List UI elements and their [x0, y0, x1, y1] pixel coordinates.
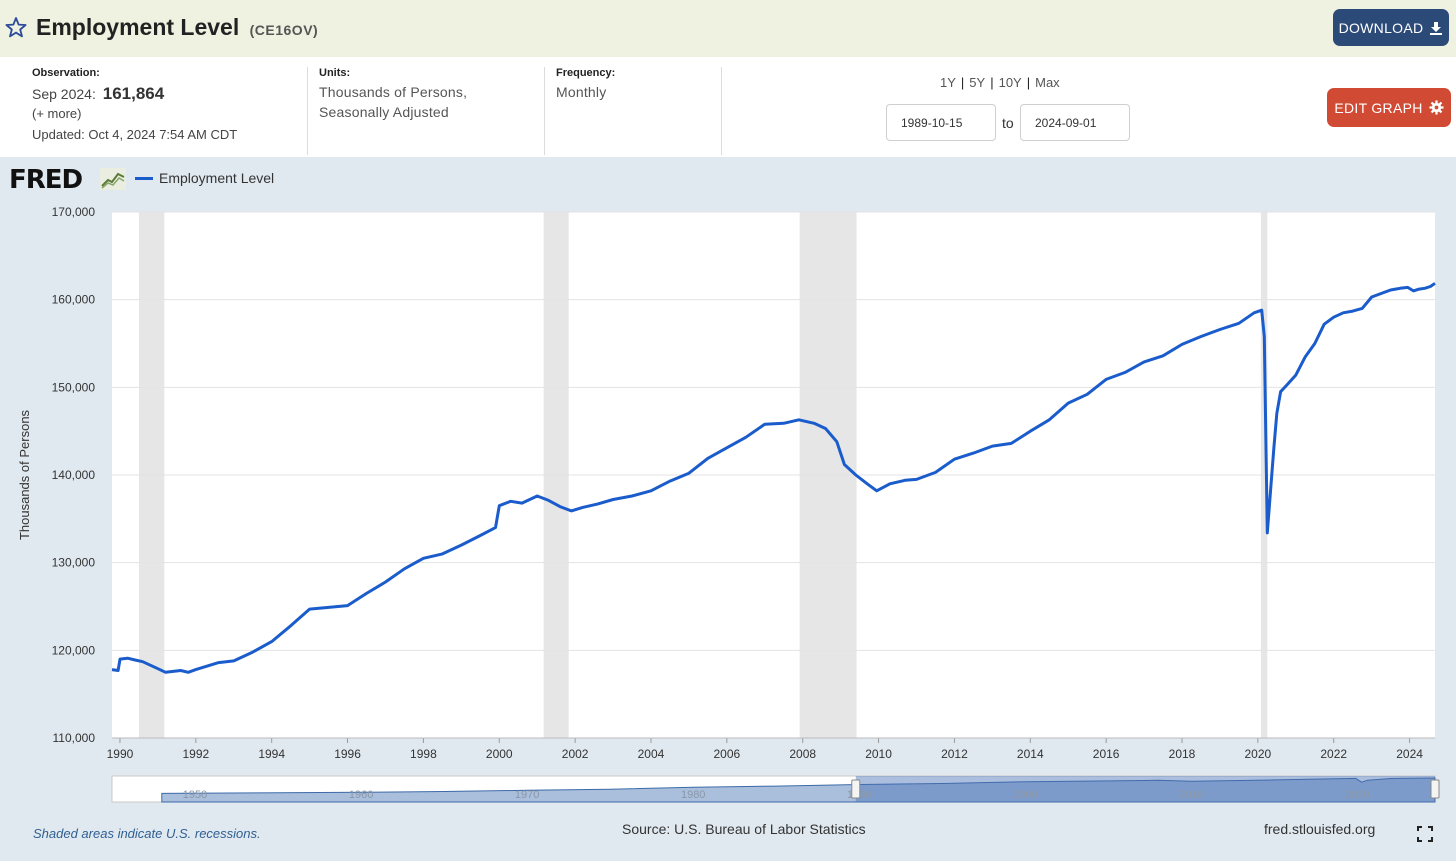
navigator-series-area — [161, 777, 1436, 803]
header-bar: Employment Level (CE16OV) DOWNLOAD — [0, 0, 1456, 57]
star-outline-icon[interactable] — [4, 16, 28, 40]
page-title: Employment Level (CE16OV) — [36, 14, 318, 41]
units-value: Thousands of Persons, Seasonally Adjuste… — [319, 82, 467, 122]
navigator-tick-label: 1980 — [681, 789, 705, 801]
observation-label: Observation: — [32, 67, 100, 79]
y-tick-label: 110,000 — [53, 731, 96, 745]
main-chart[interactable]: 110,000 120,000 130,000 140,000 150,000 160,0… — [0, 190, 1456, 770]
frequency-panel: Frequency: Monthly — [556, 67, 615, 102]
chart-legend: Employment Level — [135, 170, 274, 186]
fred-logo[interactable]: FRED — [9, 165, 83, 195]
y-tick-label: 120,000 — [52, 643, 96, 657]
edit-graph-label: EDIT GRAPH — [1334, 99, 1423, 116]
range-10y[interactable]: 10Y — [998, 75, 1022, 90]
range-navigator[interactable]: 19501960197019801990200020102020 — [0, 770, 1456, 810]
observation-period: Sep 2024: — [32, 86, 96, 102]
x-tick-label: 2012 — [941, 747, 968, 761]
x-tick-label: 2024 — [1396, 747, 1423, 761]
end-date-input[interactable]: 2024-09-01 — [1020, 104, 1130, 141]
info-bar: Observation: Sep 2024: 161,864 (+ more) … — [0, 57, 1456, 157]
range-1y[interactable]: 1Y — [940, 75, 956, 90]
navigator-tick-label: 2010 — [1179, 789, 1203, 801]
x-tick-label: 2010 — [865, 747, 892, 761]
source-credit: Source: U.S. Bureau of Labor Statistics — [622, 821, 866, 837]
units-line-1: Thousands of Persons, — [319, 84, 468, 100]
navigator-tick-label: 1960 — [349, 789, 373, 801]
navigator-selection[interactable] — [855, 776, 1435, 802]
legend-label: Employment Level — [159, 170, 275, 186]
divider — [721, 67, 722, 155]
x-tick-label: 2006 — [713, 747, 740, 761]
expand-icon[interactable] — [1417, 826, 1433, 842]
x-tick-label: 1992 — [182, 747, 209, 761]
range-separator: | — [1026, 75, 1031, 90]
y-tick-label: 160,000 — [52, 293, 96, 307]
observation-line: Sep 2024: 161,864 — [32, 84, 237, 104]
download-button[interactable]: DOWNLOAD — [1333, 9, 1449, 46]
x-tick-label: 1994 — [258, 747, 285, 761]
navigator-handle[interactable] — [851, 779, 861, 799]
source-url[interactable]: fred.stlouisfed.org — [1264, 821, 1376, 837]
frequency-label: Frequency: — [556, 67, 616, 79]
range-max[interactable]: Max — [1035, 75, 1060, 90]
x-tick-label: 1990 — [107, 747, 134, 761]
legend-swatch — [135, 176, 153, 180]
navigator-handle[interactable] — [1430, 779, 1440, 799]
range-5y[interactable]: 5Y — [969, 75, 986, 90]
y-tick-label: 170,000 — [52, 205, 96, 219]
units-label: Units: — [319, 67, 351, 79]
x-tick-label: 2000 — [486, 747, 513, 761]
date-range-to-label: to — [1002, 115, 1014, 131]
x-tick-label: 2018 — [1169, 747, 1196, 761]
download-arrow-icon — [1430, 21, 1443, 35]
units-panel: Units: Thousands of Persons, Seasonally … — [319, 67, 467, 122]
x-tick-label: 1998 — [410, 747, 437, 761]
range-separator: | — [960, 75, 965, 90]
observation-panel: Observation: Sep 2024: 161,864 (+ more) … — [32, 67, 237, 142]
y-tick-label: 150,000 — [52, 380, 96, 394]
download-label: DOWNLOAD — [1338, 19, 1424, 36]
more-observations-link[interactable]: (+ more) — [32, 106, 82, 121]
navigator-tick-label: 2020 — [1345, 789, 1369, 801]
units-line-2: Seasonally Adjusted — [319, 104, 449, 120]
observation-value: 161,864 — [102, 84, 165, 103]
recession-note: Shaded areas indicate U.S. recessions. — [33, 826, 261, 841]
divider — [307, 67, 308, 155]
x-tick-label: 2014 — [1017, 747, 1044, 761]
y-axis-title: Thousands of Persons — [17, 409, 32, 540]
divider — [544, 67, 545, 155]
start-date-input[interactable]: 1989-10-15 — [886, 104, 996, 141]
series-title: Employment Level — [36, 14, 240, 40]
x-tick-label: 2022 — [1320, 747, 1347, 761]
x-tick-label: 2016 — [1093, 747, 1120, 761]
y-tick-label: 130,000 — [52, 556, 96, 570]
x-tick-label: 2020 — [1245, 747, 1272, 761]
fred-chart-icon — [100, 168, 126, 190]
y-tick-label: 140,000 — [52, 468, 96, 482]
x-tick-label: 2002 — [562, 747, 589, 761]
x-tick-label: 1996 — [334, 747, 361, 761]
gear-icon — [1429, 100, 1444, 115]
updated-timestamp: Updated: Oct 4, 2024 7:54 AM CDT — [32, 127, 238, 142]
navigator-tick-label: 1950 — [183, 789, 207, 801]
frequency-value: Monthly — [556, 84, 607, 100]
x-tick-label: 2004 — [638, 747, 665, 761]
series-id: (CE16OV) — [249, 22, 319, 38]
navigator-tick-label: 2000 — [1013, 789, 1037, 801]
x-tick-label: 2008 — [789, 747, 816, 761]
range-selector: 1Y | 5Y | 10Y | Max — [940, 75, 1060, 90]
navigator-tick-label: 1970 — [515, 789, 539, 801]
range-separator: | — [990, 75, 994, 90]
edit-graph-button[interactable]: EDIT GRAPH — [1327, 88, 1451, 127]
series-line — [111, 282, 1436, 674]
